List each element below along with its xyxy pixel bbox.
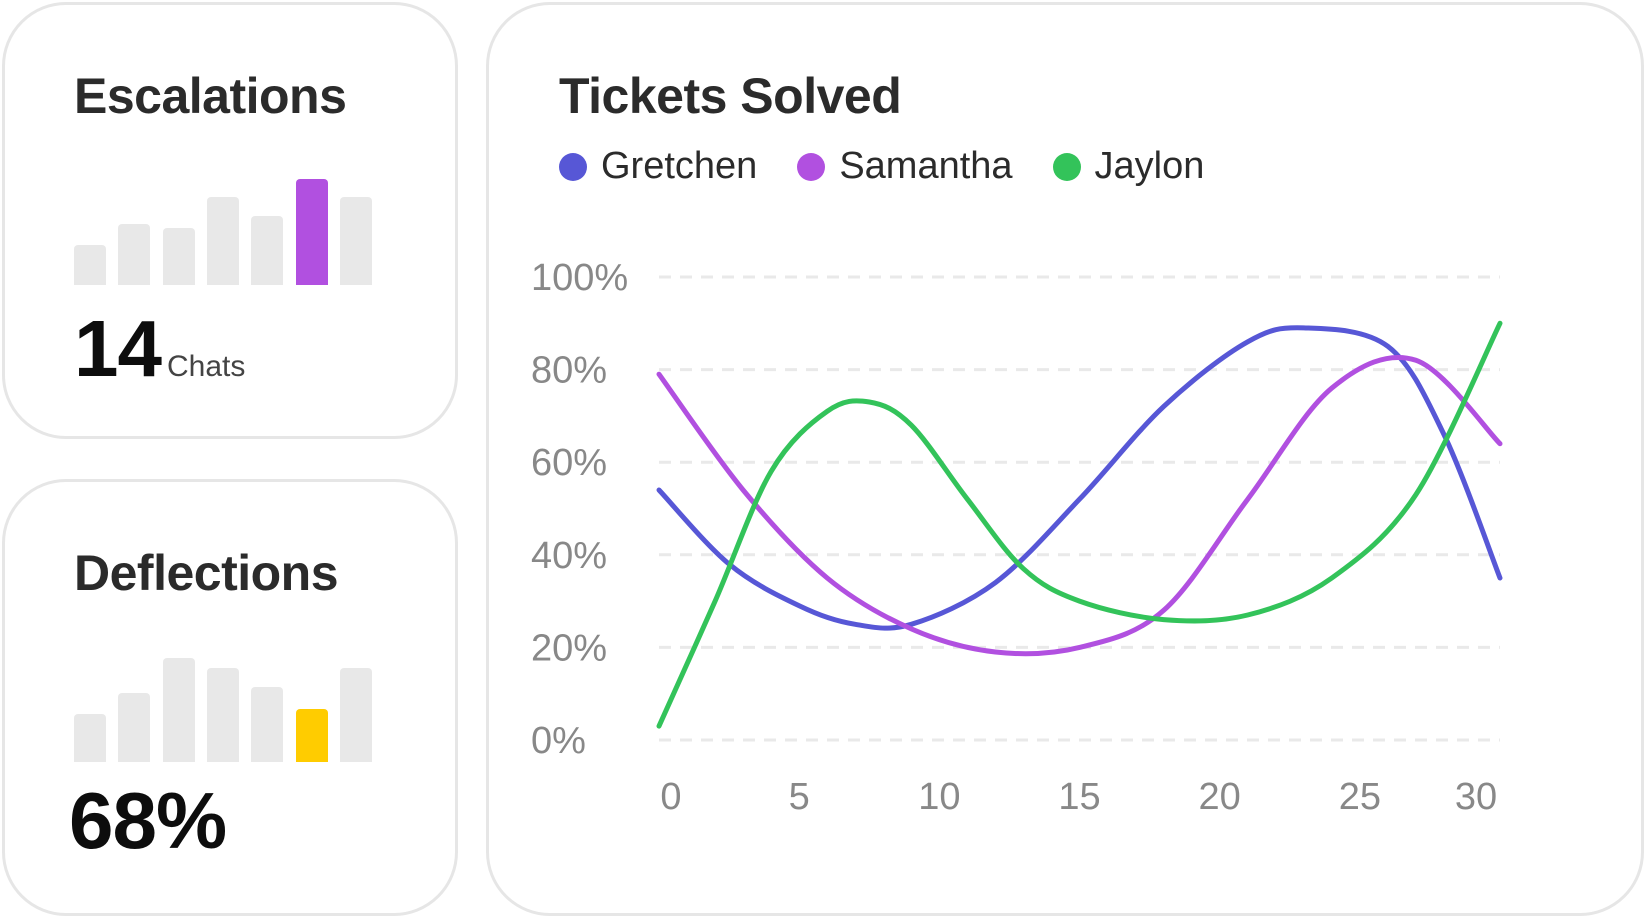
x-tick-label: 5 — [789, 776, 810, 818]
y-tick-label: 20% — [531, 627, 607, 669]
escalations-bar-chart — [74, 165, 394, 285]
chart-legend: Gretchen Samantha Jaylon — [559, 145, 1244, 188]
y-tick-label: 60% — [531, 442, 607, 484]
deflections-bar — [118, 693, 151, 762]
x-tick-label: 10 — [918, 776, 960, 818]
series-line-gretchen — [656, 325, 1503, 631]
tickets-solved-card: 0% 20% 40% 60% 80% 100% 0 5 10 15 20 25 30 Tickets S… — [486, 2, 1644, 916]
escalations-bar — [295, 179, 328, 285]
x-tick-label: 25 — [1339, 776, 1381, 818]
legend-label-gretchen: Gretchen — [601, 145, 758, 187]
y-tick-label: 0% — [531, 720, 586, 762]
escalations-bar — [118, 224, 151, 285]
x-tick-label: 20 — [1199, 776, 1241, 818]
legend-label-samantha: Samantha — [839, 145, 1013, 187]
legend-label-jaylon: Jaylon — [1094, 145, 1205, 187]
deflections-value: 68% — [69, 776, 227, 865]
escalations-value: 14 — [74, 304, 162, 393]
escalations-title: Escalations — [74, 68, 347, 124]
escalations-bar — [162, 228, 195, 285]
deflections-title: Deflections — [74, 545, 339, 601]
escalations-bar — [74, 245, 106, 285]
deflections-bar — [74, 714, 106, 762]
deflections-card: Deflections — [2, 479, 458, 916]
series-line-jaylon — [656, 320, 1503, 729]
escalations-card: Escalations 14 Chats — [2, 2, 458, 439]
legend-dot-gretchen — [559, 152, 587, 181]
x-tick-label: 15 — [1058, 776, 1100, 818]
legend-dot-samantha — [797, 152, 826, 181]
legend-item-jaylon: Jaylon — [1052, 145, 1205, 188]
deflections-bar — [339, 668, 372, 762]
y-tick-label: 40% — [531, 535, 607, 577]
deflections-bar-chart — [74, 642, 394, 762]
chart-title: Tickets Solved — [559, 68, 902, 124]
deflections-bar — [206, 668, 239, 762]
deflections-bar — [162, 658, 195, 762]
escalations-bar — [251, 216, 284, 285]
escalations-unit: Chats — [166, 350, 246, 383]
escalations-value-group: 14 Chats — [74, 303, 245, 395]
legend-item-gretchen: Gretchen — [559, 145, 757, 188]
tickets-line-chart: 0% 20% 40% 60% 80% 100% 0 5 10 15 20 25 30 — [531, 257, 1503, 818]
y-tick-label: 80% — [531, 350, 607, 392]
escalations-bar — [339, 197, 372, 285]
escalations-bar — [206, 197, 239, 285]
legend-item-samantha: Samantha — [797, 145, 1013, 188]
deflections-bar — [295, 709, 328, 762]
deflections-bar — [251, 687, 284, 762]
series-line-samantha — [656, 354, 1503, 657]
x-tick-label: 30 — [1455, 776, 1497, 818]
x-tick-label: 0 — [660, 776, 681, 818]
legend-dot-jaylon — [1052, 152, 1081, 181]
y-tick-label: 100% — [531, 257, 628, 299]
